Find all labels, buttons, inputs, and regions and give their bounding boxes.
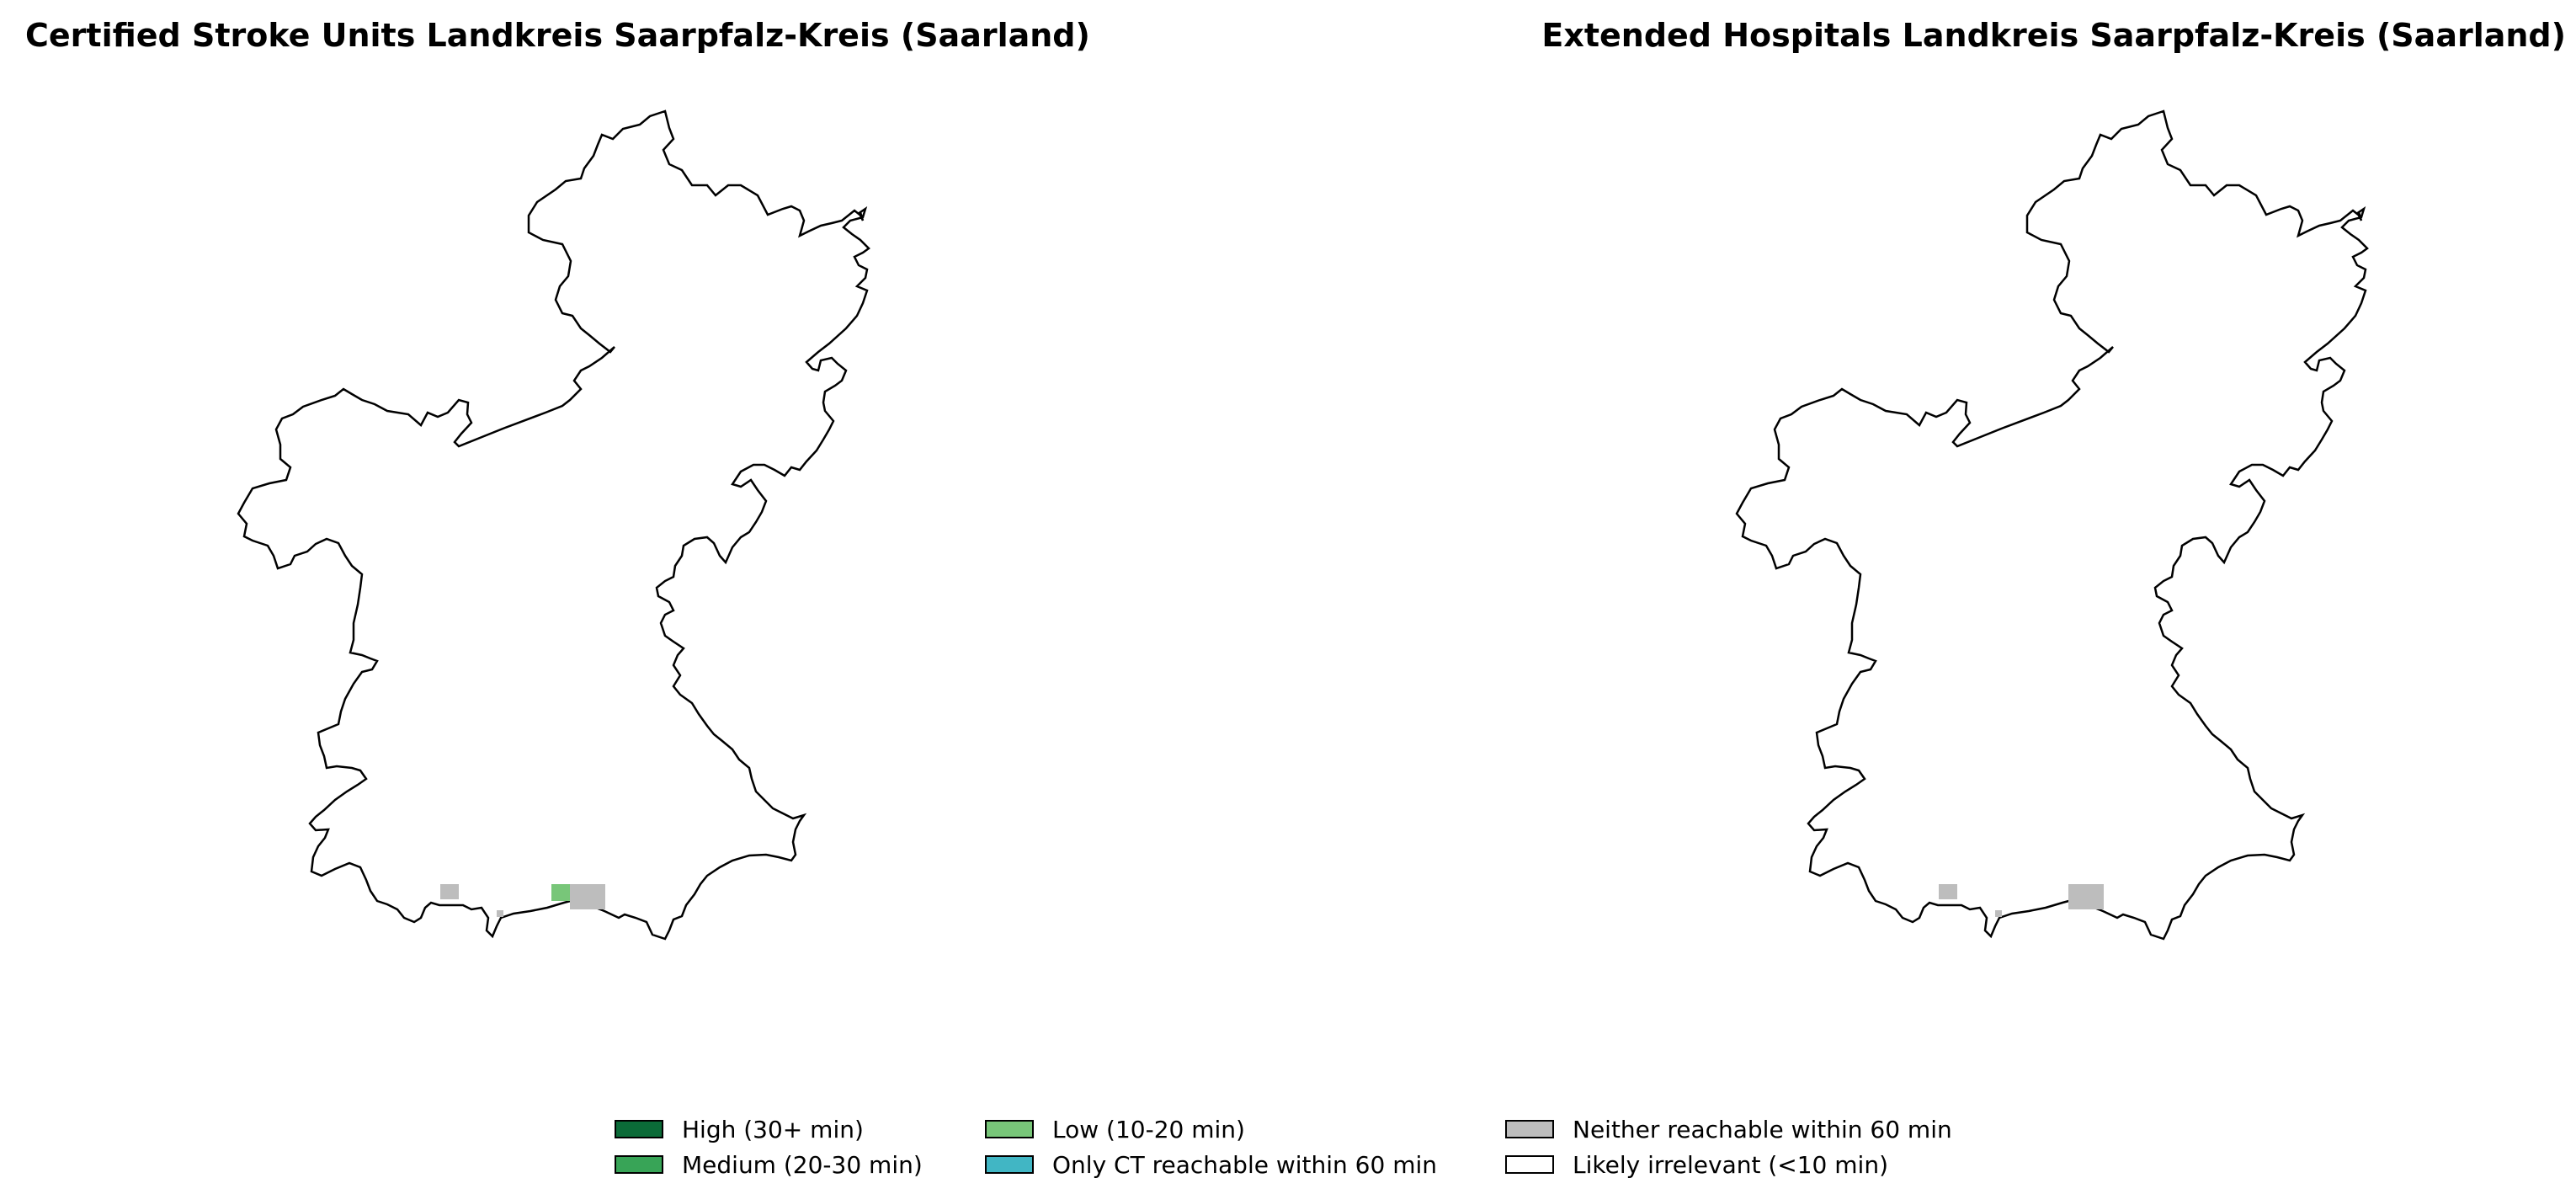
legend-swatch-low [985,1120,1034,1138]
cell-neither-reachable [440,884,459,899]
cell-low [551,884,570,901]
district-boundary [237,109,870,941]
legend: High (30+ min) Medium (20-30 min) Low (1… [615,1111,2046,1187]
legend-label-low: Low (10-20 min) [1052,1115,1245,1143]
legend-swatch-only-ct [985,1155,1034,1174]
legend-label-medium: Medium (20-30 min) [682,1150,923,1179]
right-map [1735,109,2369,941]
legend-label-only-ct: Only CT reachable within 60 min [1052,1150,1438,1179]
cell-neither-reachable [1939,884,1957,899]
right-map-title: Extended Hospitals Landkreis Saarpfalz-K… [1541,17,2566,54]
cell-neither-reachable [497,910,503,917]
legend-item-only-ct: Only CT reachable within 60 min [985,1147,1437,1182]
legend-swatch-irrelevant [1505,1155,1554,1174]
left-map [237,109,870,941]
legend-label-irrelevant: Likely irrelevant (<10 min) [1573,1150,1888,1179]
legend-item-neither: Neither reachable within 60 min [1505,1111,1952,1147]
legend-swatch-medium [615,1155,663,1174]
legend-item-low: Low (10-20 min) [985,1111,1245,1147]
legend-item-medium: Medium (20-30 min) [615,1147,923,1182]
cell-neither-reachable [570,884,605,909]
legend-label-high: High (30+ min) [682,1115,864,1143]
maps-canvas [237,109,2369,941]
cell-neither-reachable [2068,884,2104,909]
legend-item-high: High (30+ min) [615,1111,864,1147]
legend-item-irrelevant: Likely irrelevant (<10 min) [1505,1147,1888,1182]
cell-neither-reachable [1995,910,2002,917]
legend-swatch-neither [1505,1120,1554,1138]
left-map-title: Certified Stroke Units Landkreis Saarpfa… [25,17,1090,54]
legend-label-neither: Neither reachable within 60 min [1573,1115,1952,1143]
district-boundary [1735,109,2369,941]
legend-swatch-high [615,1120,663,1138]
